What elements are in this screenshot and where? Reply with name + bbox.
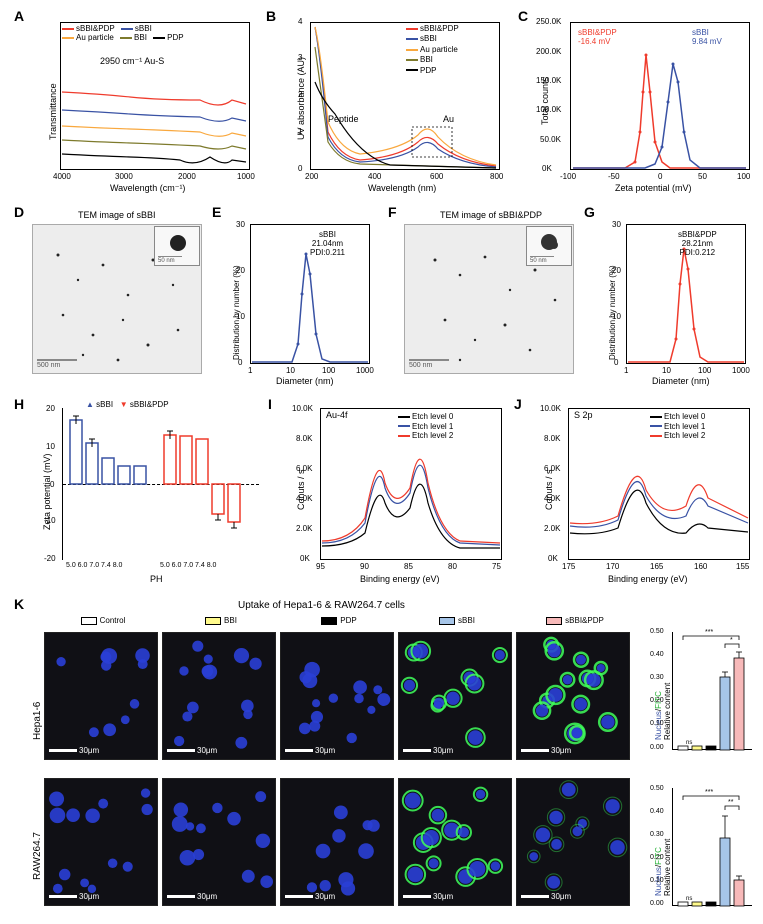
panel-c-label: C (518, 8, 528, 24)
panel-g-label: G (584, 204, 595, 220)
svg-text:**: ** (728, 799, 734, 806)
panel-i-legend: Etch level 0 Etch level 1 Etch level 2 (398, 412, 453, 441)
panel-g-ann: sBBI&PDP 28.21nm PDI:0.212 (678, 230, 717, 257)
microscopy-cell: 30μm (398, 778, 512, 906)
panel-h-label: H (14, 396, 24, 412)
microscopy-cell: 30μm (162, 632, 276, 760)
panel-i-xlabel: Binding energy (eV) (360, 574, 440, 584)
panel-k-row1-label: Hepa1-6 (32, 702, 43, 740)
panel-d-label: D (14, 204, 24, 220)
panel-h-bars (62, 408, 258, 560)
panel-f-label: F (388, 204, 397, 220)
panel-b-label: B (266, 8, 276, 24)
panel-i-ylabel: Conuts / s (296, 469, 306, 510)
microscopy-cell: 30μm (398, 632, 512, 760)
svg-text:ns: ns (686, 896, 692, 902)
panel-k-col-headers: Control BBI PDP sBBI sBBI&PDP (44, 616, 634, 625)
microscopy-cell: 30μm (516, 632, 630, 760)
panel-k-bar-raw-svg: ** *** ns (672, 788, 752, 906)
microscopy-cell: 30μm (44, 632, 158, 760)
panel-j-xlabel: Binding energy (eV) (608, 574, 688, 584)
microscopy-cell: 30μm (44, 778, 158, 906)
panel-a-ylabel: Transmittance (48, 83, 58, 140)
panel-a-traces (60, 22, 250, 170)
panel-d-title: TEM image of sBBI (78, 210, 156, 220)
svg-text:*: * (730, 637, 733, 644)
svg-text:***: *** (705, 629, 713, 636)
panel-f-inset: 50 nm (526, 226, 572, 266)
panel-c-ann: sBBI&PDP -16.4 mV (578, 28, 617, 46)
panel-i-label: I (268, 396, 272, 412)
panel-f-title: TEM image of sBBI&PDP (440, 210, 542, 220)
panel-j-legend: Etch level 0 Etch level 1 Etch level 2 (650, 412, 705, 441)
panel-c-xlabel: Zeta potential (mV) (615, 183, 692, 193)
panel-b-ann-peptide: Peptide (328, 114, 359, 124)
panel-b-xlabel: Wavelength (nm) (368, 183, 436, 193)
panel-e-xlabel: Diameter (nm) (276, 376, 334, 386)
panel-g-xlabel: Diameter (nm) (652, 376, 710, 386)
microscopy-cell: 30μm (280, 778, 394, 906)
svg-text:***: *** (705, 789, 713, 796)
panel-j-ylabel: Conuts / s (544, 469, 554, 510)
panel-d-inset: 50 nm (154, 226, 200, 266)
panel-h-legend: ▲ sBBI ▼ sBBI&PDP (86, 400, 169, 409)
microscopy-cell: 30μm (516, 778, 630, 906)
panel-c-ann2: sBBI 9.84 mV (692, 28, 722, 46)
panel-b-legend: sBBI&PDP sBBI Au particle BBI PDP (406, 24, 459, 76)
panel-e-ann: sBBI 21.04nm PDI:0.211 (310, 230, 345, 257)
svg-text:ns: ns (686, 740, 692, 746)
panel-k-bar-raw-ylabel: Nucleus/FITC Relative content (654, 839, 672, 896)
panel-k-bar-hepa-svg: * *** ns (672, 632, 752, 750)
microscopy-cell: 30μm (280, 632, 394, 760)
panel-b-traces (310, 22, 500, 170)
panel-b-ann-au: Au (443, 114, 454, 124)
panel-e-label: E (212, 204, 221, 220)
panel-j-label: J (514, 396, 522, 412)
panel-k-title: Uptake of Hepa1-6 & RAW264.7 cells (238, 600, 405, 611)
panel-k-bar-hepa-ylabel: Nucleus/FITC Relative content (654, 683, 672, 740)
panel-a-label: A (14, 8, 24, 24)
panel-h-xlabel: PH (150, 574, 163, 584)
panel-k-label: K (14, 596, 24, 612)
microscopy-cell: 30μm (162, 778, 276, 906)
panel-k-row2-label: RAW264.7 (32, 832, 43, 880)
panel-a-xlabel: Wavelength (cm⁻¹) (110, 183, 185, 194)
